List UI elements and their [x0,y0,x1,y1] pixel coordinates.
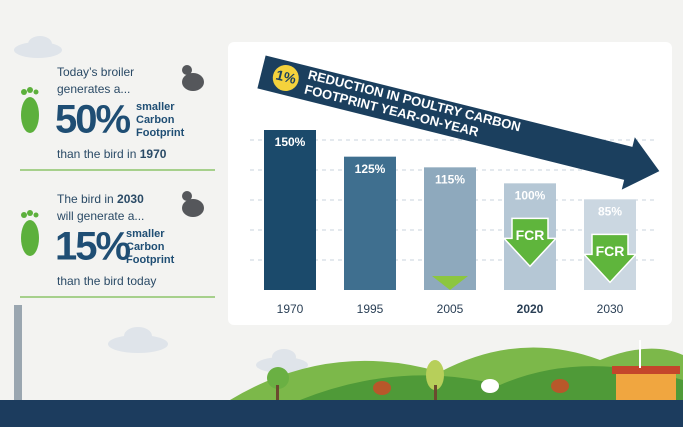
fcr-label: FCR [596,243,625,259]
panel-text: Carbon [136,114,175,126]
panel-text: than the bird in [57,147,136,161]
panel-text: Today’s broiler [57,65,134,79]
value-label: 125% [355,162,386,176]
x-tick-label: 2005 [437,302,464,316]
x-tick-label: 1970 [277,302,304,316]
bar [264,130,316,290]
panel-year: 2030 [117,192,144,206]
panel-text: generates a... [57,82,130,96]
panel-text: smaller [136,101,175,113]
panel-text: than the bird in 1970 [57,147,167,161]
infographic: Today’s broiler generates a... 50% small… [0,0,683,427]
panel-percent: 50% [55,98,130,142]
x-tick-label: 2030 [597,302,624,316]
panel-text: will generate a... [56,209,144,223]
panel-text: smaller [126,228,165,240]
fcr-label: FCR [516,227,545,243]
x-tick-label: 2020 [517,302,544,316]
panel-year: 1970 [140,147,167,161]
panel-text: The bird in [57,192,114,206]
value-label: 100% [515,189,546,203]
value-label: 115% [435,173,465,187]
panel-percent: 15% [55,225,130,269]
value-label: 150% [275,135,306,149]
bar [344,157,396,290]
panel-text: Footprint [136,127,185,139]
panel-text: Footprint [126,254,175,266]
panel-text: than the bird today [57,274,156,288]
panel-text: Carbon [126,241,165,253]
value-label: 85% [598,205,622,219]
panel-text: The bird in 2030 [57,192,144,206]
x-tick-label: 1995 [357,302,384,316]
